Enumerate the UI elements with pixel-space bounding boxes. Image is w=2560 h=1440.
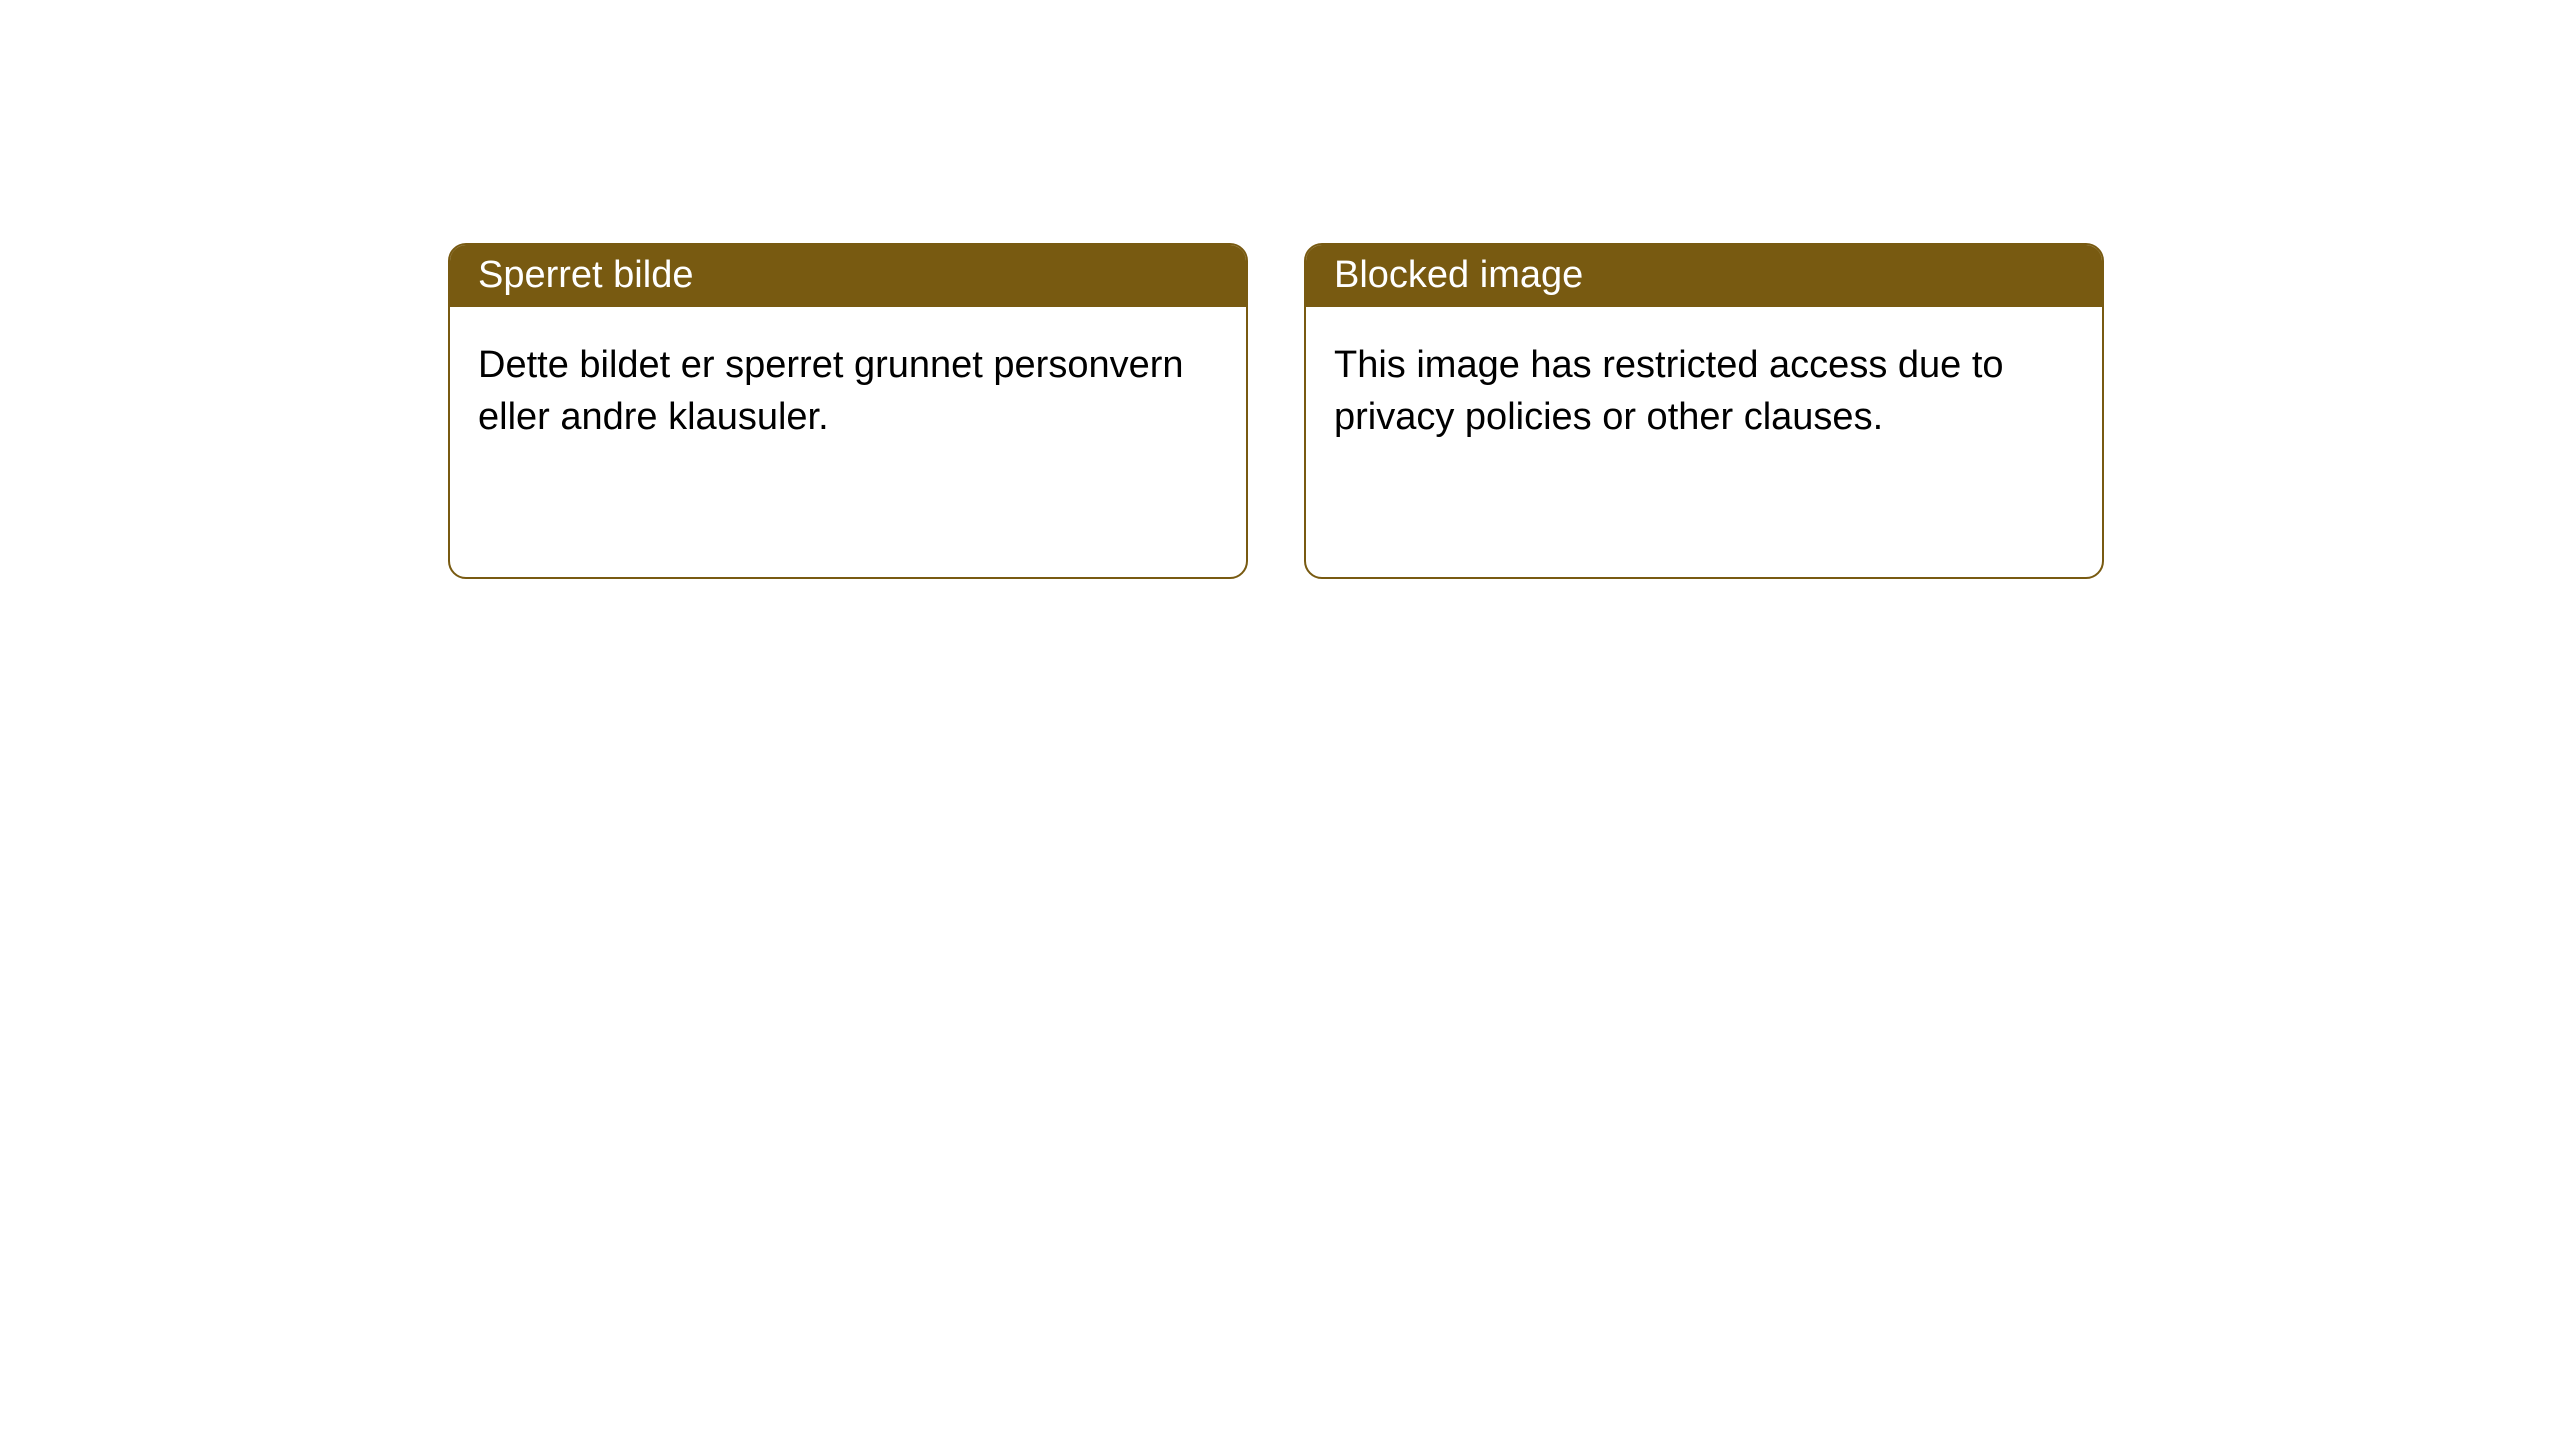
notice-title: Blocked image	[1306, 245, 2102, 307]
notice-body: This image has restricted access due to …	[1306, 307, 2102, 476]
notice-body: Dette bildet er sperret grunnet personve…	[450, 307, 1246, 476]
blocked-image-notice-en: Blocked image This image has restricted …	[1304, 243, 2104, 579]
notice-title: Sperret bilde	[450, 245, 1246, 307]
blocked-image-notice-no: Sperret bilde Dette bildet er sperret gr…	[448, 243, 1248, 579]
notice-container: Sperret bilde Dette bildet er sperret gr…	[0, 0, 2560, 579]
